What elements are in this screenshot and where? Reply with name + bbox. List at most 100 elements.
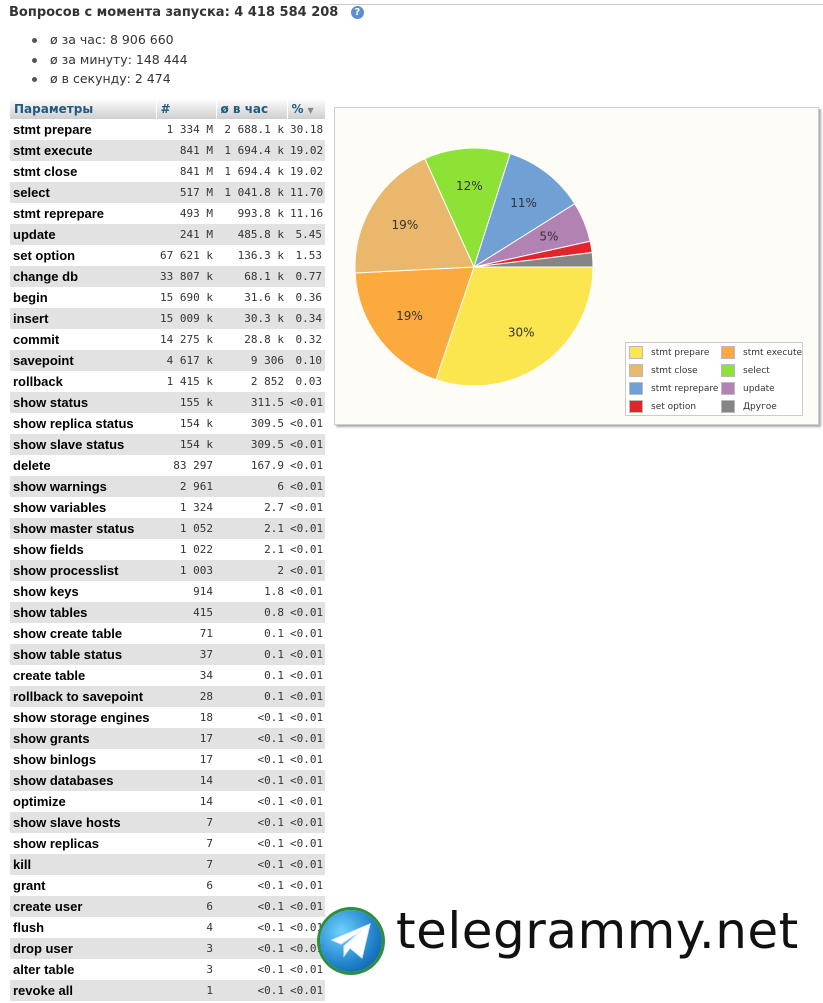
row-per-hour: <0.1 bbox=[216, 728, 287, 749]
row-count: 7 bbox=[156, 812, 216, 833]
row-percent: 1.53 bbox=[287, 245, 325, 266]
row-percent: 19.02 bbox=[287, 140, 325, 161]
table-header-row: Параметры # ø в час % ▼ bbox=[10, 98, 326, 119]
legend-item[interactable]: update bbox=[721, 381, 775, 397]
row-percent: 0.10 bbox=[287, 350, 325, 371]
row-name: show create table bbox=[10, 623, 156, 644]
row-count: 154 k bbox=[156, 434, 216, 455]
chart-legend: stmt prepare stmt execute stmt close select… bbox=[625, 342, 803, 416]
column-header-label: ø в час bbox=[220, 101, 269, 116]
table-row: alter table 3 <0.1 <0.01 bbox=[10, 959, 325, 980]
row-name: change db bbox=[10, 266, 156, 287]
legend-item[interactable]: set option bbox=[629, 399, 696, 415]
pie-slice-stmt-prepare[interactable] bbox=[435, 266, 594, 387]
legend-item[interactable]: stmt execute bbox=[721, 345, 802, 361]
top-border bbox=[330, 0, 823, 5]
column-header-count[interactable]: # bbox=[156, 98, 217, 119]
column-header-parameters[interactable]: Параметры bbox=[10, 98, 157, 119]
row-name: select bbox=[10, 182, 156, 203]
pie-slice-label: 19% bbox=[392, 218, 419, 232]
row-name: stmt reprepare bbox=[10, 203, 156, 224]
row-count: 4 bbox=[156, 917, 216, 938]
legend-item[interactable]: Другое bbox=[721, 399, 777, 415]
row-per-hour: <0.1 bbox=[216, 917, 287, 938]
row-per-hour: 2 688.1 k bbox=[216, 119, 287, 140]
row-name: show fields bbox=[10, 539, 156, 560]
rate-per-hour: ø за час: 8 906 660 bbox=[32, 30, 188, 50]
row-per-hour: <0.1 bbox=[216, 980, 287, 1001]
row-count: 493 M bbox=[156, 203, 216, 224]
row-per-hour: <0.1 bbox=[216, 707, 287, 728]
legend-label: Другое bbox=[743, 402, 777, 412]
table-row: begin 15 690 k 31.6 k 0.36 bbox=[10, 287, 325, 308]
row-name: flush bbox=[10, 917, 156, 938]
row-name: commit bbox=[10, 329, 156, 350]
legend-label: set option bbox=[651, 402, 697, 412]
legend-label: select bbox=[743, 366, 770, 376]
table-row: flush 4 <0.1 <0.01 bbox=[10, 917, 325, 938]
row-per-hour: 28.8 k bbox=[216, 329, 287, 350]
row-count: 517 M bbox=[156, 182, 216, 203]
row-name: show replica status bbox=[10, 413, 156, 434]
row-percent: <0.01 bbox=[287, 938, 325, 959]
row-per-hour: <0.1 bbox=[216, 833, 287, 854]
row-percent: <0.01 bbox=[287, 623, 325, 644]
pie-slice-stmt-reprepare[interactable] bbox=[473, 153, 576, 269]
row-count: 37 bbox=[156, 644, 216, 665]
row-count: 6 bbox=[156, 896, 216, 917]
row-per-hour: 30.3 k bbox=[216, 308, 287, 329]
row-percent: <0.01 bbox=[287, 686, 325, 707]
legend-item[interactable]: stmt reprepare bbox=[629, 381, 718, 397]
row-percent: 19.02 bbox=[287, 161, 325, 182]
row-count: 841 M bbox=[156, 140, 216, 161]
row-percent: <0.01 bbox=[287, 917, 325, 938]
column-header-per-hour[interactable]: ø в час bbox=[216, 98, 288, 119]
table-row: kill 7 <0.1 <0.01 bbox=[10, 854, 325, 875]
table-row: show databases 14 <0.1 <0.01 bbox=[10, 770, 325, 791]
legend-swatch bbox=[629, 364, 643, 377]
row-name: rollback to savepoint bbox=[10, 686, 156, 707]
table-row: show replica status 154 k 309.5 <0.01 bbox=[10, 413, 325, 434]
watermark-text: telegrammy.net bbox=[396, 902, 799, 960]
column-header-label: Параметры bbox=[14, 101, 94, 116]
row-per-hour: 2.7 bbox=[216, 497, 287, 518]
row-count: 33 807 k bbox=[156, 266, 216, 287]
table-row: show warnings 2 961 6 <0.01 bbox=[10, 476, 325, 497]
row-percent: <0.01 bbox=[287, 896, 325, 917]
row-percent: <0.01 bbox=[287, 980, 325, 1001]
legend-item[interactable]: stmt close bbox=[629, 363, 698, 379]
row-name: create table bbox=[10, 665, 156, 686]
legend-item[interactable]: stmt prepare bbox=[629, 345, 709, 361]
row-percent: 11.70 bbox=[287, 182, 325, 203]
pie-slice-stmt-close[interactable] bbox=[354, 157, 475, 274]
row-name: set option bbox=[10, 245, 156, 266]
row-count: 415 bbox=[156, 602, 216, 623]
row-per-hour: 309.5 bbox=[216, 413, 287, 434]
watermark: telegrammy.net bbox=[320, 902, 823, 978]
row-name: delete bbox=[10, 455, 156, 476]
legend-swatch bbox=[629, 382, 643, 395]
info-icon[interactable]: ? bbox=[350, 6, 364, 19]
pie-slice-label: 19% bbox=[396, 309, 423, 323]
row-count: 15 009 k bbox=[156, 308, 216, 329]
row-per-hour: <0.1 bbox=[216, 749, 287, 770]
row-per-hour: 2.1 bbox=[216, 539, 287, 560]
legend-label: stmt prepare bbox=[651, 348, 710, 358]
pie-slice-Другое[interactable] bbox=[473, 251, 594, 268]
column-header-label: % bbox=[291, 101, 304, 116]
row-percent: <0.01 bbox=[287, 854, 325, 875]
row-name: revoke all bbox=[10, 980, 156, 1001]
legend-label: stmt reprepare bbox=[651, 384, 719, 394]
rates-list: ø за час: 8 906 660 ø за минуту: 148 444… bbox=[32, 30, 188, 89]
pie-slice-stmt-execute[interactable] bbox=[354, 266, 475, 381]
legend-item[interactable]: select bbox=[721, 363, 770, 379]
row-count: 3 bbox=[156, 959, 216, 980]
pie-slice-select[interactable] bbox=[424, 147, 511, 269]
row-name: show storage engines bbox=[10, 707, 156, 728]
row-count: 67 621 k bbox=[156, 245, 216, 266]
column-header-percent[interactable]: % ▼ bbox=[287, 98, 326, 119]
legend-swatch bbox=[629, 400, 643, 413]
row-percent: 0.03 bbox=[287, 371, 325, 392]
